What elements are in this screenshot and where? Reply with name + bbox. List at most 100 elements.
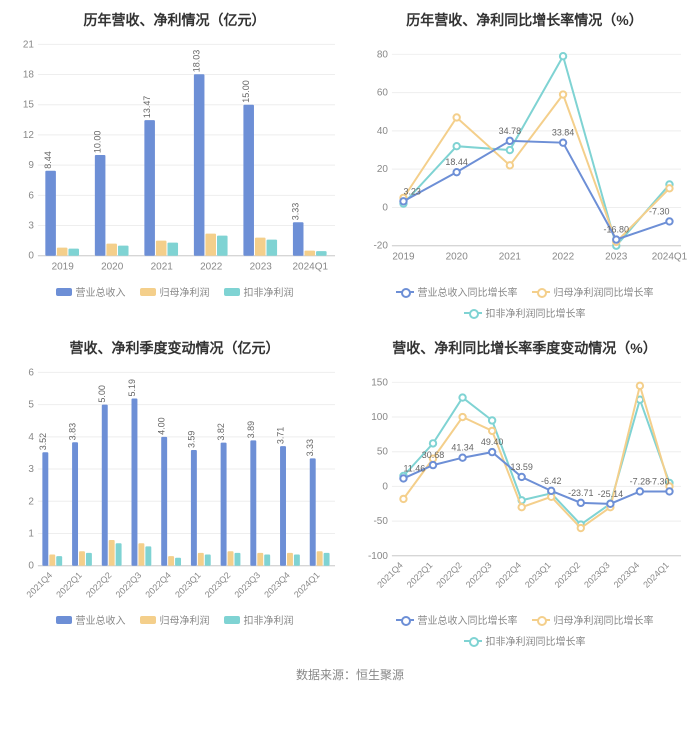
svg-text:10.00: 10.00 bbox=[93, 131, 103, 153]
svg-text:2023Q3: 2023Q3 bbox=[582, 560, 612, 590]
svg-text:8.44: 8.44 bbox=[43, 151, 53, 168]
svg-text:-50: -50 bbox=[373, 516, 388, 527]
svg-text:2021Q4: 2021Q4 bbox=[375, 560, 405, 590]
chart-a-box: 03691215182120198.44202010.00202113.4720… bbox=[8, 38, 341, 278]
legend-item: 扣非净利润同比增长率 bbox=[464, 305, 586, 320]
legend-item: 营业总收入 bbox=[56, 612, 126, 627]
svg-text:3.82: 3.82 bbox=[216, 423, 226, 440]
svg-text:33.84: 33.84 bbox=[552, 128, 574, 138]
svg-text:50: 50 bbox=[377, 447, 389, 458]
chart-b-cell: 历年营收、净利同比增长率情况（%） -200204060802019202020… bbox=[350, 0, 700, 328]
svg-text:9: 9 bbox=[28, 160, 34, 171]
svg-text:20: 20 bbox=[377, 164, 389, 175]
svg-text:2: 2 bbox=[28, 496, 34, 507]
chart-a-svg: 03691215182120198.44202010.00202113.4720… bbox=[8, 38, 341, 278]
svg-text:2022Q4: 2022Q4 bbox=[493, 560, 523, 590]
svg-text:2019: 2019 bbox=[52, 262, 75, 273]
svg-text:18.44: 18.44 bbox=[445, 157, 467, 167]
chart-a-title: 历年营收、净利情况（亿元） bbox=[8, 10, 341, 30]
svg-text:49.40: 49.40 bbox=[481, 437, 503, 447]
svg-text:2023Q1: 2023Q1 bbox=[173, 570, 203, 600]
chart-b-title: 历年营收、净利同比增长率情况（%） bbox=[358, 10, 691, 30]
chart-d-svg: -100-500501001502021Q42022Q12022Q22022Q3… bbox=[358, 366, 691, 606]
svg-text:60: 60 bbox=[377, 88, 389, 99]
svg-text:18: 18 bbox=[23, 70, 35, 81]
svg-text:2023Q4: 2023Q4 bbox=[262, 570, 292, 600]
legend-item: 归母净利润 bbox=[140, 284, 210, 299]
svg-text:-7.28: -7.28 bbox=[630, 476, 650, 486]
svg-text:2024Q1: 2024Q1 bbox=[292, 570, 322, 600]
legend-item: 归母净利润同比增长率 bbox=[532, 284, 654, 299]
svg-text:3.89: 3.89 bbox=[246, 421, 256, 438]
svg-text:13.47: 13.47 bbox=[142, 96, 152, 118]
chart-c-box: 01234562021Q43.522022Q13.832022Q25.00202… bbox=[8, 366, 341, 606]
chart-a-legend: 营业总收入归母净利润扣非净利润 bbox=[8, 284, 341, 299]
svg-text:2022Q2: 2022Q2 bbox=[84, 570, 114, 600]
svg-text:2019: 2019 bbox=[392, 252, 415, 263]
svg-text:-7.30: -7.30 bbox=[649, 476, 669, 486]
svg-text:11.46: 11.46 bbox=[403, 463, 425, 473]
svg-text:100: 100 bbox=[371, 412, 388, 423]
svg-text:4.00: 4.00 bbox=[157, 417, 167, 434]
legend-item: 扣非净利润 bbox=[224, 612, 294, 627]
svg-text:-25.14: -25.14 bbox=[598, 489, 623, 499]
svg-text:18.03: 18.03 bbox=[192, 50, 202, 72]
svg-text:4: 4 bbox=[28, 432, 34, 443]
svg-text:3.23: 3.23 bbox=[403, 186, 420, 196]
svg-text:12: 12 bbox=[23, 130, 35, 141]
svg-text:-16.80: -16.80 bbox=[604, 225, 629, 235]
svg-text:2023Q2: 2023Q2 bbox=[203, 570, 233, 600]
chart-d-box: -100-500501001502021Q42022Q12022Q22022Q3… bbox=[358, 366, 691, 606]
chart-b-svg: -20020406080201920202021202220232024Q13.… bbox=[358, 38, 691, 278]
svg-text:2024Q1: 2024Q1 bbox=[641, 560, 671, 590]
chart-c-svg: 01234562021Q43.522022Q13.832022Q25.00202… bbox=[8, 366, 341, 606]
svg-text:3.52: 3.52 bbox=[38, 433, 48, 450]
svg-text:6: 6 bbox=[28, 367, 34, 378]
svg-text:21: 21 bbox=[23, 39, 35, 50]
data-source: 数据来源：恒生聚源 bbox=[0, 656, 700, 697]
svg-text:-20: -20 bbox=[373, 241, 388, 252]
svg-text:2023Q1: 2023Q1 bbox=[523, 560, 553, 590]
svg-text:2021Q4: 2021Q4 bbox=[25, 570, 55, 600]
svg-text:80: 80 bbox=[377, 49, 389, 60]
svg-text:3.83: 3.83 bbox=[68, 423, 78, 440]
svg-text:150: 150 bbox=[371, 377, 388, 388]
svg-text:34.78: 34.78 bbox=[499, 126, 521, 136]
svg-text:2020: 2020 bbox=[101, 262, 124, 273]
svg-text:6: 6 bbox=[28, 190, 34, 201]
svg-text:2021: 2021 bbox=[151, 262, 174, 273]
legend-item: 扣非净利润 bbox=[224, 284, 294, 299]
svg-text:2022: 2022 bbox=[200, 262, 223, 273]
svg-text:2022: 2022 bbox=[552, 252, 575, 263]
legend-item: 归母净利润 bbox=[140, 612, 210, 627]
svg-text:3: 3 bbox=[28, 464, 34, 475]
legend-item: 营业总收入同比增长率 bbox=[396, 612, 518, 627]
svg-text:3.71: 3.71 bbox=[276, 427, 286, 444]
svg-text:3.33: 3.33 bbox=[291, 203, 301, 220]
svg-text:2021: 2021 bbox=[499, 252, 522, 263]
chart-d-title: 营收、净利同比增长率季度变动情况（%） bbox=[358, 338, 691, 358]
svg-text:2022Q3: 2022Q3 bbox=[464, 560, 494, 590]
chart-c-cell: 营收、净利季度变动情况（亿元） 01234562021Q43.522022Q13… bbox=[0, 328, 350, 656]
chart-c-legend: 营业总收入归母净利润扣非净利润 bbox=[8, 612, 341, 627]
chart-c-title: 营收、净利季度变动情况（亿元） bbox=[8, 338, 341, 358]
svg-text:0: 0 bbox=[28, 561, 34, 572]
svg-text:30.68: 30.68 bbox=[422, 450, 444, 460]
svg-text:0: 0 bbox=[382, 202, 388, 213]
svg-text:15.00: 15.00 bbox=[241, 80, 251, 102]
svg-text:13.59: 13.59 bbox=[510, 462, 532, 472]
chart-grid: 历年营收、净利情况（亿元） 03691215182120198.44202010… bbox=[0, 0, 700, 656]
svg-text:2022Q1: 2022Q1 bbox=[405, 560, 435, 590]
svg-text:5.00: 5.00 bbox=[97, 385, 107, 402]
svg-text:0: 0 bbox=[382, 481, 388, 492]
svg-text:2022Q4: 2022Q4 bbox=[143, 570, 173, 600]
svg-text:-23.71: -23.71 bbox=[568, 488, 593, 498]
chart-b-legend: 营业总收入同比增长率归母净利润同比增长率扣非净利润同比增长率 bbox=[358, 284, 691, 320]
chart-b-box: -20020406080201920202021202220232024Q13.… bbox=[358, 38, 691, 278]
svg-text:2023Q3: 2023Q3 bbox=[233, 570, 263, 600]
svg-text:3.33: 3.33 bbox=[305, 439, 315, 456]
svg-text:0: 0 bbox=[28, 251, 34, 262]
chart-a-cell: 历年营收、净利情况（亿元） 03691215182120198.44202010… bbox=[0, 0, 350, 328]
svg-text:40: 40 bbox=[377, 126, 389, 137]
svg-text:-100: -100 bbox=[368, 551, 388, 562]
